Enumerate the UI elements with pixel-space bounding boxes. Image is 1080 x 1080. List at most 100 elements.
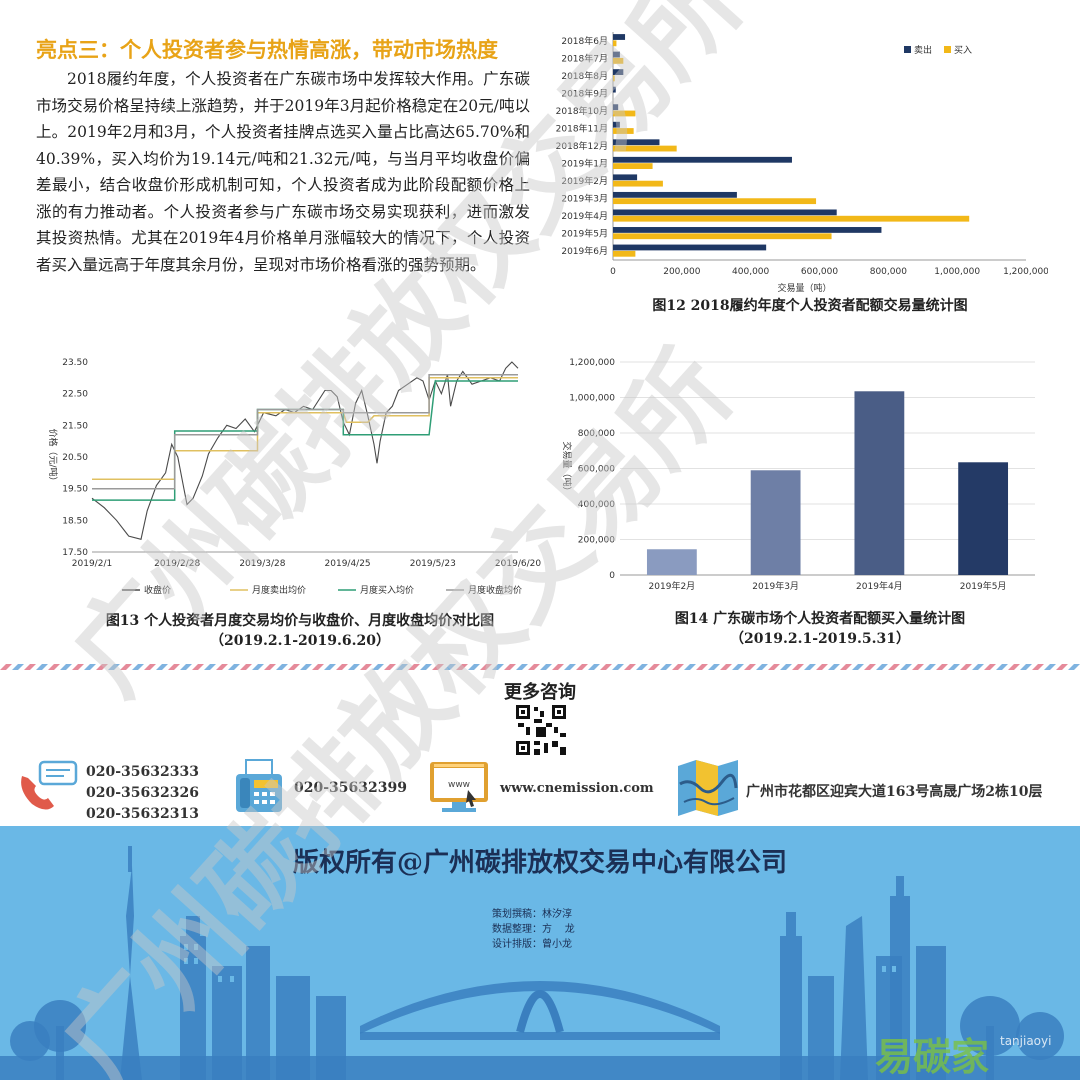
- fig12-category-label: 2018年8月: [561, 70, 608, 82]
- fig12-bar-buy: [613, 163, 653, 170]
- fig14-y-tick-label: 400,000: [578, 500, 615, 510]
- fig14-chart: 0 200,000 400,000 600,000 800,000 1,000,000 1,…: [561, 358, 1035, 592]
- fig14-y-tick-label: 200,000: [578, 536, 615, 546]
- fig14-y-tick-label: 1,200,000: [569, 358, 615, 368]
- fig13-y-tick-label: 20.50: [62, 453, 88, 463]
- fig13-series-line: [92, 373, 518, 490]
- fig13-legend-label: 月度卖出均价: [252, 584, 306, 596]
- fig13-caption-range: （2019.2.1-2019.6.20）: [210, 633, 390, 649]
- fig13-legend-label: 月度收盘均价: [468, 584, 522, 596]
- fax-number[interactable]: 020-35632399: [294, 780, 407, 796]
- fig12-category-label: 2018年7月: [561, 52, 608, 64]
- fig12-bar-buy: [613, 110, 636, 117]
- fax-icon: [236, 759, 282, 812]
- fig12-x-tick-label: 1,000,000: [934, 267, 980, 277]
- fig13-y-tick-label: 23.50: [62, 358, 88, 368]
- fig12-bar-buy: [613, 233, 832, 240]
- fig14-y-tick-label: 1,000,000: [569, 394, 615, 404]
- fig12-category-label: 2018年12月: [556, 140, 608, 152]
- footer-banner: [0, 826, 1080, 1080]
- phone-chat-icon: [21, 760, 78, 810]
- fig13-y-tick-label: 22.50: [62, 390, 88, 400]
- fig12-bar-sell: [613, 86, 616, 93]
- fig12-bar-sell: [613, 69, 624, 75]
- fig13-y-tick-label: 21.50: [62, 421, 88, 431]
- phone-number[interactable]: 020-35632313: [86, 806, 199, 822]
- credit-design: 设计排版：曾小龙: [492, 939, 572, 950]
- address-text: 广州市花都区迎宾大道163号高晟广场2栋10层: [746, 784, 1043, 800]
- fig13-y-tick-label: 19.50: [62, 485, 88, 495]
- fig12-x-tick-label: 400,000: [732, 267, 769, 277]
- fig13-x-tick-label: 2019/5/23: [410, 559, 456, 569]
- more-info-title: 更多咨询: [504, 682, 576, 703]
- fig12-x-tick-label: 0: [610, 267, 616, 277]
- fig14-bar: [854, 391, 905, 575]
- fig12-x-tick-label: 200,000: [663, 267, 700, 277]
- phone-number[interactable]: 020-35632333: [86, 764, 199, 780]
- fig13-y-axis-label: 价格（元/吨）: [47, 428, 59, 485]
- fig13-y-tick-label: 17.50: [62, 548, 88, 558]
- website-link[interactable]: www.cnemission.com: [500, 781, 654, 796]
- web-browser-icon: www: [430, 762, 488, 812]
- copyright-text: 版权所有@广州碳排放权交易中心有限公司: [292, 848, 787, 878]
- fig12-bar-sell: [613, 227, 882, 233]
- fig14-bar: [646, 549, 697, 575]
- fig12-category-label: 2019年5月: [561, 228, 608, 240]
- fig12-bar-buy: [613, 75, 615, 82]
- fig12-bar-sell: [613, 244, 767, 251]
- fig12-category-label: 2019年2月: [561, 175, 608, 187]
- fig14-y-axis-label: 交易量（吨）: [561, 441, 573, 495]
- airmail-divider: [0, 664, 1080, 670]
- fig13-x-tick-label: 2019/3/28: [239, 559, 285, 569]
- fig13-x-tick-label: 2019/4/25: [325, 559, 371, 569]
- fig12-legend-label: 买入: [954, 45, 972, 56]
- fig14-caption-range: （2019.2.1-2019.5.31）: [730, 631, 910, 647]
- credits: 策划撰稿：林汐淳 数据整理：方 龙 设计排版：曾小龙: [492, 907, 575, 952]
- article-paragraph: 2018履约年度，个人投资者在广东碳市场中发挥较大作用。广东碳市场交易价格呈持续…: [36, 70, 530, 274]
- fig14-caption: 图14 广东碳市场个人投资者配额买入量统计图 （2019.2.1-2019.5.…: [580, 608, 1060, 648]
- fig12-category-label: 2018年11月: [556, 122, 608, 134]
- fig14-y-tick-label: 0: [609, 571, 615, 581]
- svg-text:www: www: [448, 780, 470, 790]
- highlight-title: 亮点三：个人投资者参与热情高涨，带动市场热度: [36, 37, 498, 62]
- fig14-bar: [750, 470, 801, 575]
- credit-writer: 策划撰稿：林汐淳: [492, 909, 572, 920]
- fig12-bar-buy: [613, 198, 817, 205]
- fig12-bar-buy: [613, 128, 634, 134]
- city-skyline: [0, 846, 1080, 1080]
- phone-number[interactable]: 020-35632326: [86, 785, 199, 801]
- fig12-caption: 图12 2018履约年度个人投资者配额交易量统计图: [652, 298, 968, 314]
- qr-code-icon[interactable]: [514, 703, 568, 757]
- fig13-x-tick-label: 2019/2/28: [154, 559, 200, 569]
- fig12-bar-sell: [613, 191, 737, 198]
- fig12-bar-sell: [613, 174, 638, 181]
- fig12-category-label: 2019年1月: [561, 158, 608, 170]
- fig14-bar: [958, 462, 1009, 575]
- fig12-bar-buy: [613, 215, 970, 222]
- fig12-legend-swatch: [944, 46, 951, 53]
- fig12-x-tick-label: 1,200,000: [1003, 267, 1048, 277]
- fig14-category-label: 2019年2月: [649, 580, 696, 592]
- fig12-category-label: 2018年6月: [561, 35, 608, 47]
- fig13-chart: 17.50 18.50 19.50 20.50 21.50 22.50 23.50 2019/…: [47, 358, 541, 596]
- fig12-bar-sell: [613, 209, 837, 216]
- fig12-bar-buy: [613, 145, 677, 152]
- fig13-y-tick-label: 18.50: [62, 516, 88, 526]
- fig13-legend-label: 月度买入均价: [360, 584, 414, 596]
- fig12-bar-sell: [613, 156, 792, 163]
- fig12-category-label: 2018年10月: [556, 105, 608, 117]
- fig12-category-label: 2019年3月: [561, 193, 608, 205]
- fig14-y-tick-label: 800,000: [578, 429, 615, 439]
- fig12-category-label: 2018年9月: [561, 87, 608, 99]
- fig12-bar-sell: [613, 34, 626, 40]
- fig12-category-label: 2019年4月: [561, 210, 608, 222]
- fig12-x-tick-label: 600,000: [801, 267, 838, 277]
- fig13-x-tick-label: 2019/6/20: [495, 559, 541, 569]
- fig13-series-line: [92, 380, 518, 501]
- fig14-caption-title: 图14 广东碳市场个人投资者配额买入量统计图: [674, 611, 966, 627]
- fig12-bar-sell: [613, 139, 660, 146]
- fig13-caption-title: 图13 个人投资者月度交易均价与收盘价、月度收盘均价对比图: [105, 613, 495, 629]
- fig12-category-label: 2019年6月: [561, 245, 608, 257]
- fig12-bar-sell: [613, 121, 620, 128]
- fig13-legend-label: 收盘价: [144, 584, 171, 596]
